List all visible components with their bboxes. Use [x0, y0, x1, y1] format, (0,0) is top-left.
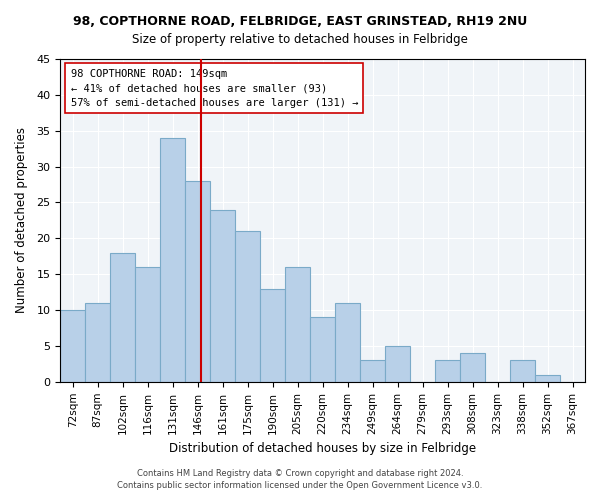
Bar	[435, 360, 460, 382]
Bar	[160, 138, 185, 382]
Bar	[310, 318, 335, 382]
Bar	[535, 374, 560, 382]
Text: Contains HM Land Registry data © Crown copyright and database right 2024.
Contai: Contains HM Land Registry data © Crown c…	[118, 468, 482, 490]
Bar	[260, 288, 285, 382]
Bar	[85, 303, 110, 382]
X-axis label: Distribution of detached houses by size in Felbridge: Distribution of detached houses by size …	[169, 442, 476, 455]
Bar	[210, 210, 235, 382]
Bar	[185, 181, 210, 382]
Bar	[460, 353, 485, 382]
Text: 98, COPTHORNE ROAD, FELBRIDGE, EAST GRINSTEAD, RH19 2NU: 98, COPTHORNE ROAD, FELBRIDGE, EAST GRIN…	[73, 15, 527, 28]
Bar	[385, 346, 410, 382]
Y-axis label: Number of detached properties: Number of detached properties	[15, 128, 28, 314]
Bar	[510, 360, 535, 382]
Bar	[60, 310, 85, 382]
Bar	[335, 303, 360, 382]
Bar	[285, 267, 310, 382]
Text: Size of property relative to detached houses in Felbridge: Size of property relative to detached ho…	[132, 32, 468, 46]
Bar	[360, 360, 385, 382]
Bar	[110, 252, 135, 382]
Bar	[235, 231, 260, 382]
Bar	[135, 267, 160, 382]
Text: 98 COPTHORNE ROAD: 149sqm
← 41% of detached houses are smaller (93)
57% of semi-: 98 COPTHORNE ROAD: 149sqm ← 41% of detac…	[71, 68, 358, 108]
